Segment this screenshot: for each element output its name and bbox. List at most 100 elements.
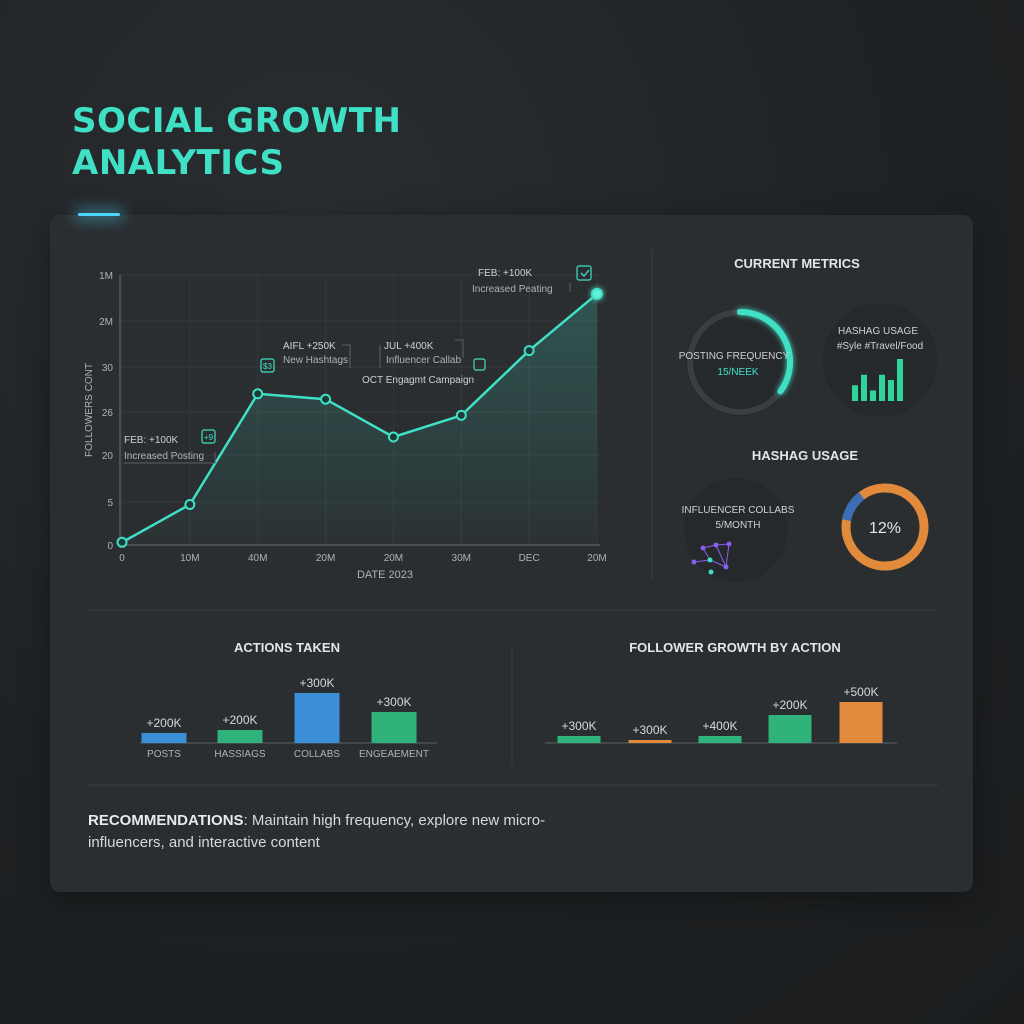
svg-text:+9: +9 bbox=[204, 433, 214, 442]
hashtag-mini-bar bbox=[879, 374, 885, 401]
bar bbox=[294, 693, 340, 743]
line-chart-y-label: FOLLOWERS CONT bbox=[84, 363, 95, 457]
annotation-apr-label: AIFL +250K bbox=[283, 341, 336, 352]
current-metrics-title: CURRENT METRICS bbox=[734, 256, 860, 271]
x-tick-label: 40M bbox=[248, 553, 267, 564]
bar-value-label: +200K bbox=[222, 713, 257, 727]
line-point bbox=[455, 409, 467, 421]
bar-value-label: +400K bbox=[702, 719, 737, 733]
influencer-collabs-label: INFLUENCER COLLABS bbox=[682, 505, 795, 516]
actions-taken-title: ACTIONS TAKEN bbox=[234, 640, 340, 655]
follower-growth-title: FOLLOWER GROWTH BY ACTION bbox=[629, 640, 841, 655]
posting-frequency-arc bbox=[737, 308, 793, 395]
page-title-line2: ANALYTICS bbox=[72, 143, 285, 183]
bar-value-label: +300K bbox=[561, 719, 596, 733]
annotation-jul: JUL +400K Influencer Callab bbox=[379, 339, 486, 371]
y-tick-label: 0 bbox=[107, 541, 113, 552]
x-tick-label: 20M bbox=[587, 553, 606, 564]
bar-value-label: +200K bbox=[146, 716, 181, 730]
hashtag-usage-card: HASHAG USAGE #Syle #Travel/Food bbox=[823, 303, 937, 417]
hashtag-mini-bar bbox=[888, 380, 894, 401]
page-title: SOCIAL GROWTH ANALYTICS bbox=[72, 100, 401, 184]
bar-value-label: +300K bbox=[632, 723, 667, 737]
influencer-collabs-card: INFLUENCER COLLABS 5/MONTH bbox=[682, 478, 795, 582]
x-tick-label: 30M bbox=[452, 553, 471, 564]
line-point bbox=[523, 345, 535, 357]
bar bbox=[698, 736, 742, 743]
x-tick-label: 10M bbox=[180, 553, 199, 564]
bar bbox=[371, 712, 417, 743]
recommendations-heading: RECOMMENDATIONS bbox=[88, 812, 244, 829]
bar-value-label: +300K bbox=[299, 676, 334, 690]
hashtag-mini-bar bbox=[861, 374, 867, 401]
y-tick-label: 5 bbox=[107, 498, 113, 509]
donut-value: 12% bbox=[869, 520, 901, 537]
bar bbox=[141, 733, 187, 743]
line-point bbox=[252, 388, 264, 400]
posting-frequency-gauge: POSTING FREQUENCY 15/NEEK bbox=[679, 308, 794, 416]
bar-category-label: POSTS bbox=[147, 749, 181, 760]
x-tick-label: 20M bbox=[316, 553, 335, 564]
bar-category-label: HASSIAGS bbox=[214, 749, 265, 760]
line-chart-series-line bbox=[121, 292, 598, 544]
line-point bbox=[387, 431, 399, 443]
x-tick-label: 20M bbox=[384, 553, 403, 564]
hashtag-mini-bar bbox=[870, 390, 876, 401]
line-chart-x-ticks: 0 10M 40M 20M 20M 30M DEC 20M bbox=[119, 553, 607, 564]
actions-taken-bars: +200K POSTS +200K HASSIAGS +300K COLLABS +300K… bbox=[141, 676, 429, 760]
line-chart-points bbox=[116, 287, 603, 548]
hashtag-usage-label: HASHAG USAGE bbox=[838, 326, 918, 337]
line-point bbox=[184, 499, 196, 510]
bar bbox=[628, 740, 672, 743]
hashtag-mini-bar bbox=[897, 359, 903, 401]
annotation-jul-label: JUL +400K bbox=[384, 341, 434, 352]
hashtag-usage-bars bbox=[852, 359, 903, 401]
annotation-jul-icon bbox=[473, 358, 486, 371]
bar-category-label: COLLABS bbox=[294, 749, 340, 760]
annotation-feb-start-detail: Increased Posting bbox=[124, 451, 204, 462]
page-title-line1: SOCIAL GROWTH bbox=[72, 101, 402, 141]
annotation-feb-start-icon bbox=[201, 429, 216, 444]
donut-arc bbox=[842, 492, 865, 522]
line-chart-y-ticks: 0 5 20 26 30 2M 1M bbox=[99, 271, 113, 552]
line-point bbox=[591, 287, 603, 300]
x-tick-label: 0 bbox=[119, 553, 125, 564]
line-point bbox=[320, 393, 332, 405]
follower-growth-bars: +300K +300K +400K +200K +500K bbox=[557, 685, 883, 743]
y-tick-label: 26 bbox=[102, 408, 114, 419]
line-point bbox=[116, 536, 128, 548]
bar bbox=[217, 730, 263, 743]
annotation-feb-start: FEB: +100K Increased Posting +9 bbox=[124, 429, 216, 464]
hashtag-mini-bar bbox=[852, 385, 858, 401]
hashtag-usage-tags: #Syle #Travel/Food bbox=[837, 341, 923, 352]
bar bbox=[768, 715, 812, 743]
annotation-oct: OCT Engagmt Campaign bbox=[362, 375, 474, 386]
hashtag-usage-section-title: HASHAG USAGE bbox=[752, 448, 859, 463]
network-icon bbox=[691, 541, 732, 575]
bar bbox=[839, 702, 883, 743]
posting-frequency-value: 15/NEEK bbox=[717, 367, 758, 378]
panel-accent-glow bbox=[78, 213, 120, 216]
bar-value-label: +200K bbox=[772, 698, 807, 712]
bar-category-label: ENGEAEMENT bbox=[359, 749, 429, 760]
dashboard-panel bbox=[50, 215, 973, 892]
percentage-donut: 12% bbox=[841, 483, 929, 571]
donut-track bbox=[841, 483, 929, 571]
posting-frequency-label: POSTING FREQUENCY bbox=[679, 351, 790, 362]
recommendations: RECOMMENDATIONS: Maintain high frequency… bbox=[88, 810, 588, 854]
bar-value-label: +500K bbox=[843, 685, 878, 699]
svg-text:$3: $3 bbox=[263, 362, 272, 371]
y-tick-label: 1M bbox=[99, 271, 113, 282]
y-tick-label: 20 bbox=[102, 451, 114, 462]
y-tick-label: 30 bbox=[102, 363, 114, 374]
line-chart-x-label: DATE 2023 bbox=[357, 569, 413, 581]
annotation-apr: AIFL +250K New Hashtags $3 bbox=[260, 341, 351, 373]
y-tick-label: 2M bbox=[99, 317, 113, 328]
influencer-collabs-value: 5/MONTH bbox=[716, 520, 761, 531]
annotation-feb-end-detail: Increased Peating bbox=[472, 284, 553, 295]
annotation-oct-label: OCT Engagmt Campaign bbox=[362, 375, 474, 386]
annotation-jul-detail: Influencer Callab bbox=[386, 355, 461, 366]
annotation-feb-end: FEB: +100K Increased Peating bbox=[472, 265, 592, 295]
bar bbox=[557, 736, 601, 743]
